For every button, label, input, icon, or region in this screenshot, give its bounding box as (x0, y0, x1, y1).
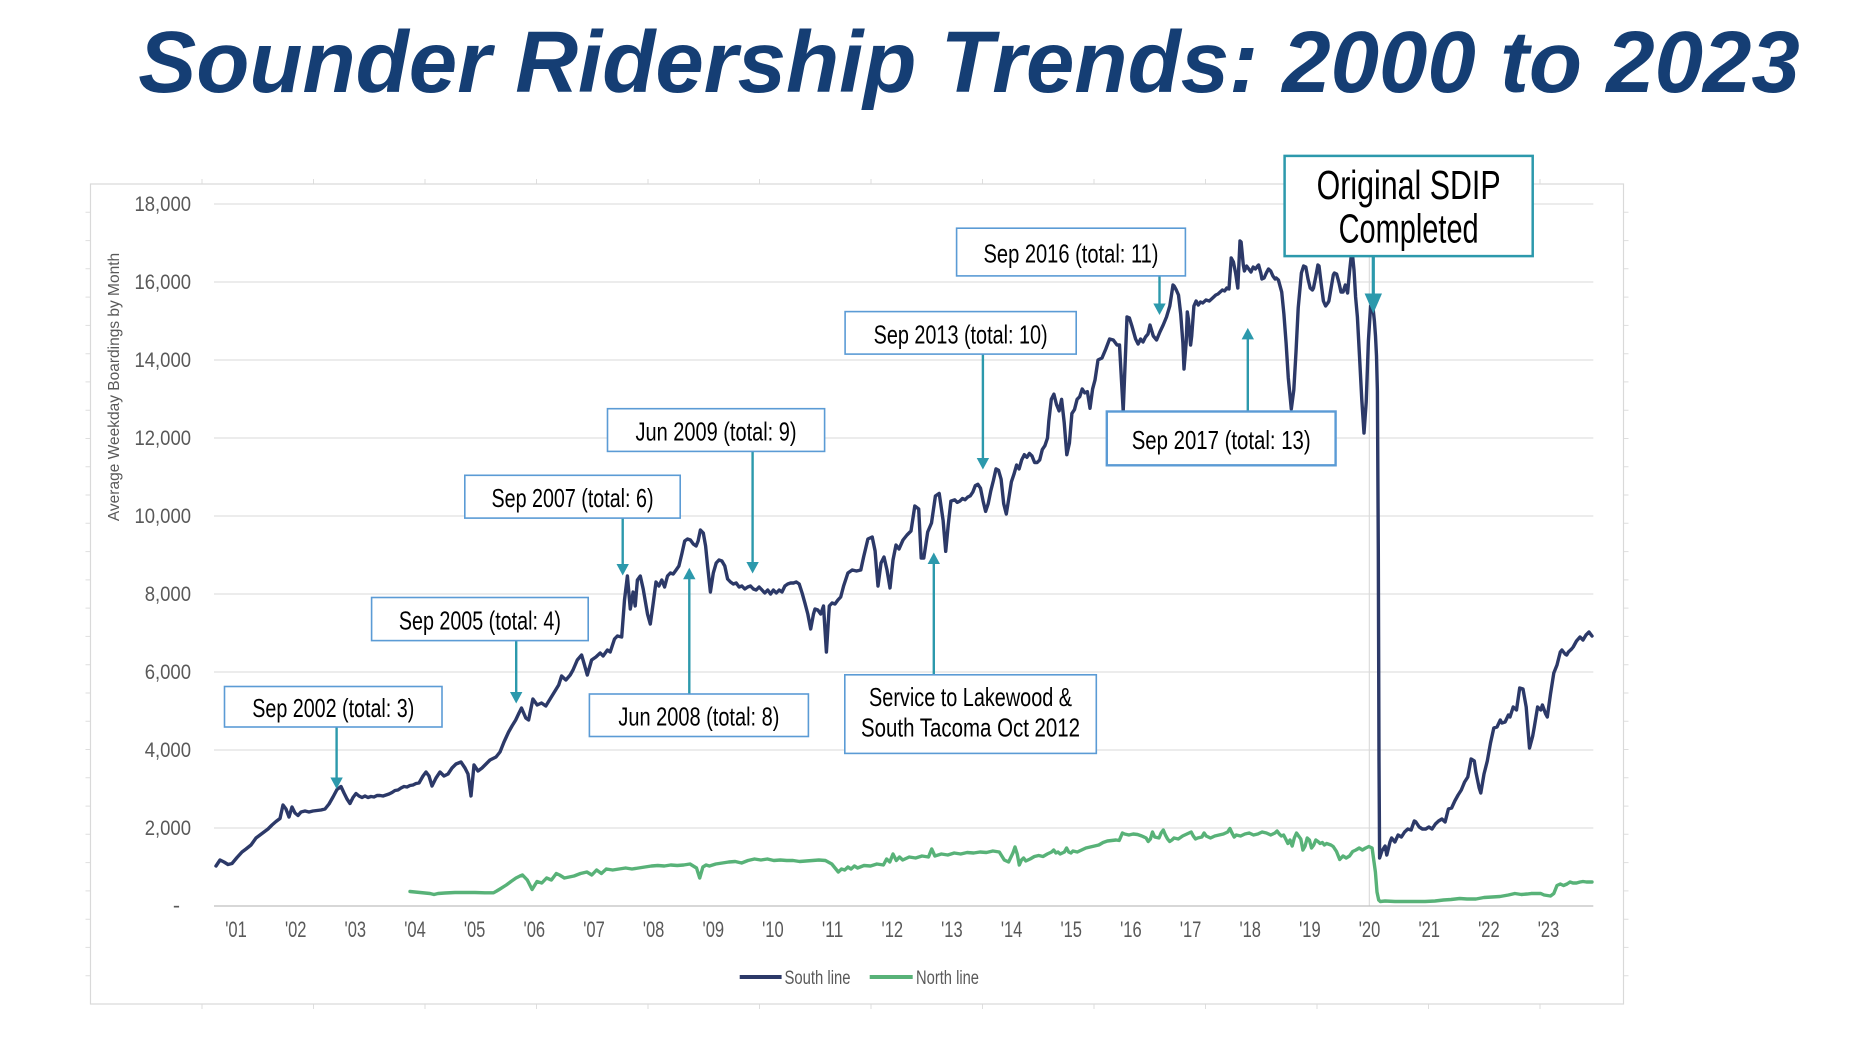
svg-text:Sep 2007 (total: 6): Sep 2007 (total: 6) (492, 483, 654, 513)
svg-text:Sep 2017 (total: 13): Sep 2017 (total: 13) (1132, 425, 1311, 455)
svg-text:6,000: 6,000 (145, 660, 191, 684)
svg-text:4,000: 4,000 (145, 738, 191, 762)
svg-text:'14: '14 (1001, 917, 1023, 942)
svg-text:14,000: 14,000 (135, 348, 192, 372)
svg-text:South line: South line (785, 968, 851, 989)
svg-text:-: - (173, 894, 180, 918)
svg-text:16,000: 16,000 (135, 270, 192, 294)
svg-text:'09: '09 (703, 917, 725, 942)
svg-text:'05: '05 (464, 917, 486, 942)
svg-text:'11: '11 (822, 917, 844, 942)
svg-text:'17: '17 (1180, 917, 1202, 942)
svg-text:'20: '20 (1359, 917, 1381, 942)
svg-text:Sounder Ridership Trends: 2000: Sounder Ridership Trends: 2000 to 2023 (138, 14, 1800, 111)
svg-text:'21: '21 (1418, 917, 1440, 942)
svg-text:Jun 2009 (total: 9): Jun 2009 (total: 9) (636, 417, 797, 447)
svg-text:Sep 2005 (total: 4): Sep 2005 (total: 4) (399, 606, 561, 636)
svg-text:North line: North line (916, 968, 979, 989)
svg-text:'19: '19 (1299, 917, 1321, 942)
svg-text:18,000: 18,000 (135, 192, 192, 216)
svg-text:Service to Lakewood &: Service to Lakewood & (869, 682, 1072, 712)
svg-text:Sep 2002 (total: 3): Sep 2002 (total: 3) (252, 693, 414, 723)
svg-text:2,000: 2,000 (145, 816, 191, 840)
svg-text:'08: '08 (643, 917, 665, 942)
svg-text:'02: '02 (285, 917, 307, 942)
svg-text:10,000: 10,000 (135, 504, 192, 528)
svg-text:'03: '03 (345, 917, 367, 942)
svg-text:12,000: 12,000 (135, 426, 192, 450)
svg-text:'15: '15 (1060, 917, 1082, 942)
svg-text:'10: '10 (762, 917, 784, 942)
svg-text:'06: '06 (524, 917, 546, 942)
svg-text:'13: '13 (941, 917, 963, 942)
svg-text:Sep 2013 (total: 10): Sep 2013 (total: 10) (874, 319, 1048, 349)
svg-text:Sep 2016 (total: 11): Sep 2016 (total: 11) (984, 239, 1159, 269)
svg-text:Original SDIP: Original SDIP (1317, 162, 1501, 208)
svg-text:Average Weekday Boardings by M: Average Weekday Boardings by Month (106, 253, 123, 521)
svg-text:Completed: Completed (1339, 205, 1479, 251)
svg-text:'12: '12 (882, 917, 904, 942)
svg-text:'16: '16 (1120, 917, 1142, 942)
svg-text:'22: '22 (1478, 917, 1500, 942)
svg-text:'01: '01 (225, 917, 247, 942)
svg-text:'23: '23 (1538, 917, 1560, 942)
svg-text:'07: '07 (583, 917, 605, 942)
svg-text:'18: '18 (1239, 917, 1261, 942)
svg-text:8,000: 8,000 (145, 582, 191, 606)
svg-text:Jun 2008 (total: 8): Jun 2008 (total: 8) (618, 702, 779, 732)
svg-text:'04: '04 (404, 917, 426, 942)
svg-text:South Tacoma Oct 2012: South Tacoma Oct 2012 (861, 713, 1080, 743)
